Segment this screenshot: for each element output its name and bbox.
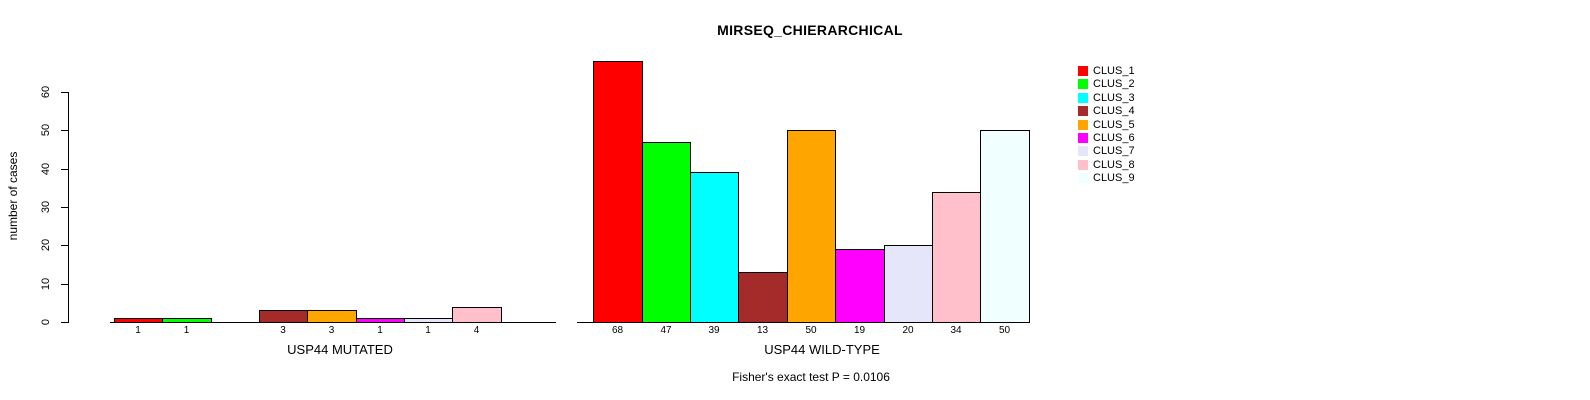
bar-value-label: 3 (328, 325, 335, 336)
bar-value-label: 68 (611, 325, 624, 336)
bar-usp44-mutated-clus-6 (356, 318, 405, 323)
bar-usp44-wild-type-clus-9 (980, 130, 1030, 323)
bar-usp44-wild-type-clus-7 (884, 245, 933, 323)
bar-usp44-mutated-clus-7 (404, 318, 453, 323)
bar-value-label: 39 (708, 325, 720, 336)
y-axis-title: number of cases (6, 151, 20, 241)
legend-label-clus-9: CLUS_9 (1093, 172, 1135, 184)
legend-label-clus-5: CLUS_5 (1093, 119, 1135, 131)
fisher-test-annotation: Fisher's exact test P = 0.0106 (732, 370, 890, 384)
legend-item-clus-7: CLUS_7 (1078, 145, 1135, 157)
legend-label-clus-1: CLUS_1 (1093, 65, 1135, 77)
bar-usp44-wild-type-clus-3 (690, 172, 739, 323)
y-axis-tick (61, 322, 68, 323)
legend-item-clus-4: CLUS_4 (1078, 105, 1135, 117)
legend-label-clus-8: CLUS_8 (1093, 159, 1135, 171)
x-axis-title-wild-type: USP44 WILD-TYPE (764, 342, 880, 357)
chart-title: MIRSEQ_CHIERARCHICAL (717, 22, 903, 38)
legend-swatch-clus-8-icon (1078, 160, 1088, 170)
bar-value-label: 50 (805, 325, 817, 336)
bar-usp44-mutated-clus-4 (259, 310, 308, 323)
bar-usp44-wild-type-clus-8 (932, 192, 981, 323)
y-axis-tick-label: 60 (40, 85, 52, 99)
bar-value-label: 19 (853, 325, 866, 336)
bar-value-label: 4 (473, 325, 480, 336)
bar-usp44-wild-type-clus-4 (738, 272, 788, 323)
y-axis-tick-label: 10 (40, 277, 52, 291)
legend-item-clus-2: CLUS_2 (1078, 78, 1135, 90)
legend-label-clus-7: CLUS_7 (1093, 145, 1135, 157)
legend-swatch-clus-3-icon (1078, 93, 1088, 103)
y-axis-line (68, 92, 69, 323)
bar-value-label: 3 (280, 325, 286, 336)
y-axis-tick (61, 207, 68, 208)
bar-usp44-wild-type-clus-2 (642, 142, 691, 323)
y-axis-tick (61, 130, 68, 131)
y-axis-tick (61, 169, 68, 170)
bar-value-label: 1 (183, 325, 190, 336)
legend-item-clus-5: CLUS_5 (1078, 119, 1135, 131)
y-axis-tick (61, 245, 68, 246)
legend-item-clus-6: CLUS_6 (1078, 132, 1135, 144)
y-axis-tick-label: 30 (40, 200, 52, 214)
bar-value-label: 50 (998, 325, 1011, 336)
bar-usp44-wild-type-clus-6 (835, 249, 885, 323)
y-axis-tick (61, 284, 68, 285)
bar-usp44-mutated-clus-1 (114, 318, 163, 323)
legend-item-clus-8: CLUS_8 (1078, 159, 1135, 171)
bar-value-label: 1 (377, 325, 383, 336)
legend-label-clus-2: CLUS_2 (1093, 78, 1135, 90)
legend-swatch-clus-2-icon (1078, 79, 1088, 89)
bar-value-label: 47 (660, 325, 672, 336)
legend-swatch-clus-1-icon (1078, 66, 1088, 76)
legend-label-clus-3: CLUS_3 (1093, 92, 1135, 104)
bar-usp44-wild-type-clus-5 (787, 130, 836, 323)
x-axis-title-mutated: USP44 MUTATED (287, 342, 393, 357)
legend-swatch-clus-4-icon (1078, 106, 1088, 116)
bar-usp44-wild-type-clus-1 (593, 61, 643, 323)
legend-swatch-clus-5-icon (1078, 120, 1088, 130)
bar-usp44-mutated-clus-5 (307, 310, 357, 323)
y-axis-tick (61, 92, 68, 93)
legend-swatch-clus-9-icon (1078, 173, 1088, 183)
y-axis-tick-label: 40 (40, 162, 52, 176)
legend-swatch-clus-7-icon (1078, 146, 1088, 156)
legend-item-clus-3: CLUS_3 (1078, 92, 1135, 104)
bar-value-label: 20 (902, 325, 914, 336)
bar-usp44-mutated-clus-8 (452, 307, 502, 323)
legend-item-clus-9: CLUS_9 (1078, 172, 1135, 184)
legend-label-clus-6: CLUS_6 (1093, 132, 1135, 144)
legend-item-clus-1: CLUS_1 (1078, 65, 1135, 77)
bar-value-label: 1 (425, 325, 431, 336)
y-axis-tick-label: 20 (40, 238, 52, 252)
legend-label-clus-4: CLUS_4 (1093, 105, 1135, 117)
bar-value-label: 13 (756, 325, 769, 336)
y-axis-tick-label: 0 (40, 318, 52, 326)
y-axis-tick-label: 50 (40, 123, 52, 137)
bar-value-label: 1 (135, 325, 141, 336)
legend-swatch-clus-6-icon (1078, 133, 1088, 143)
bar-usp44-mutated-clus-2 (162, 318, 212, 323)
bar-value-label: 34 (950, 325, 962, 336)
